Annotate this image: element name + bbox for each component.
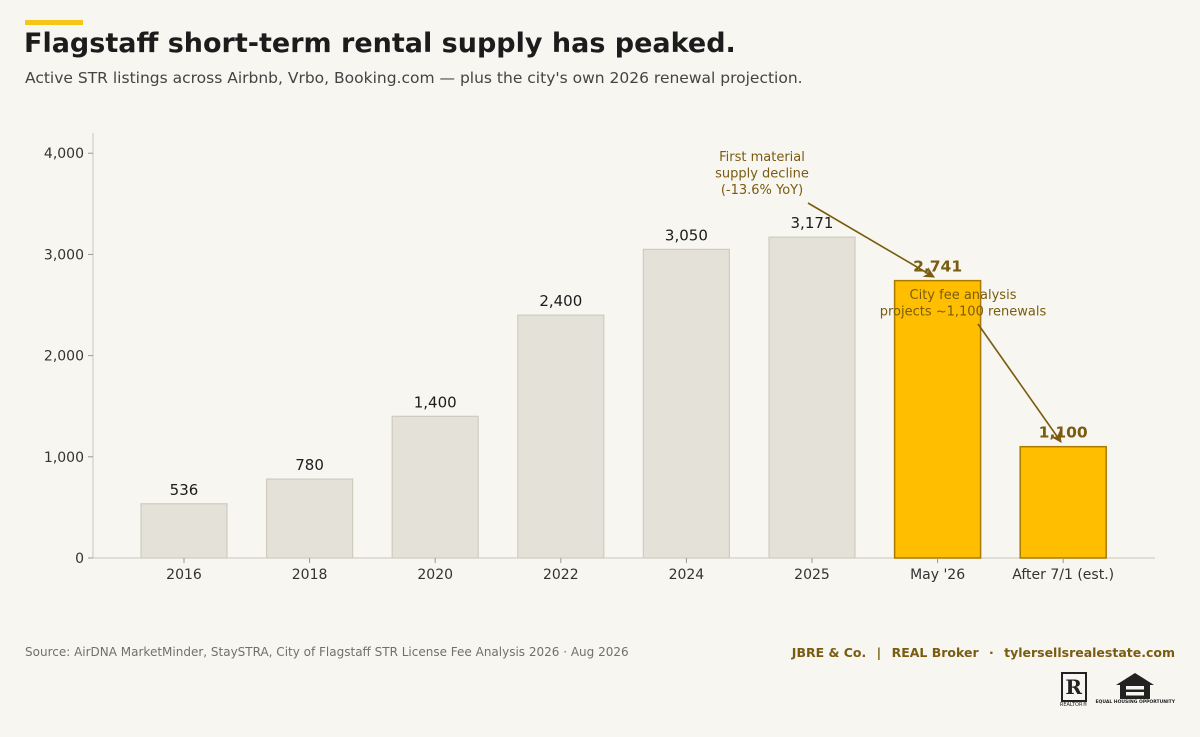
x-tick-label: 2020 [417,567,453,583]
bar [266,478,354,559]
x-tick-label: 2022 [543,567,579,583]
x-tick-label: May '26 [910,567,965,583]
equal-housing-icon [1116,673,1155,699]
bar [391,415,479,559]
bar-value-label: 2,741 [913,258,962,276]
annotation-arrow [977,323,1062,443]
y-tick-label: 1,000 [44,450,84,466]
bar-value-label: 3,050 [665,226,708,244]
chart-subtitle: Active STR listings across Airbnb, Vrbo,… [25,69,803,87]
bar [140,503,228,559]
realtor-caption: REALTOR® [1059,702,1088,708]
bar [517,314,605,559]
y-tick-label: 3,000 [44,247,84,263]
realtor-logo: R REALTOR® [1059,672,1088,708]
brand-name: JBRE & Co. [791,645,867,660]
brand-website-link[interactable]: tylersellsrealestate.com [1004,645,1175,660]
y-tick-label: 4,000 [44,146,84,162]
brand-dot-separator: · [988,645,994,660]
bar-value-label: 536 [170,481,199,499]
annotation-text: City fee analysis projects ~1,100 renewal… [880,288,1047,320]
bar-value-label: 2,400 [539,292,582,310]
x-tick-label: 2016 [166,567,202,583]
bar-value-label: 1,400 [414,393,457,411]
brand-line: JBRE & Co. | REAL Broker · tylersellsrea… [792,645,1175,660]
accent-bar [25,20,83,25]
realtor-icon: R [1060,672,1087,702]
source-note: Source: AirDNA MarketMinder, StaySTRA, C… [25,645,629,659]
bar-value-label: 780 [295,456,324,474]
brand-separator: | [876,645,882,660]
bar [1019,445,1107,559]
chart-title: Flagstaff short-term rental supply has p… [24,28,736,59]
annotation-arrow [807,202,935,278]
brand-broker: REAL Broker [891,645,979,660]
x-tick-label: After 7/1 (est.) [1012,567,1114,583]
y-tick-label: 0 [75,551,84,567]
x-tick-label: 2025 [794,567,830,583]
x-tick-label: 2018 [292,567,328,583]
x-tick-label: 2024 [669,567,705,583]
logo-group: R REALTOR® EQUAL HOUSING OPPORTUNITY [1060,672,1175,708]
y-tick-label: 2,000 [44,349,84,365]
bar [768,236,856,559]
bar-value-label: 3,171 [791,214,834,232]
bar [893,279,982,559]
annotation-text: First material supply decline (-13.6% YoY) [715,150,809,198]
bar [642,248,731,559]
bar-value-label: 1,100 [1039,424,1088,442]
equal-housing-caption: EQUAL HOUSING OPPORTUNITY [1095,700,1175,705]
bar-chart: 0 1,000 2,000 3,000 4,000 536 2016 780 2018 1,400… [44,133,1155,583]
equal-housing-logo: EQUAL HOUSING OPPORTUNITY [1095,672,1175,706]
